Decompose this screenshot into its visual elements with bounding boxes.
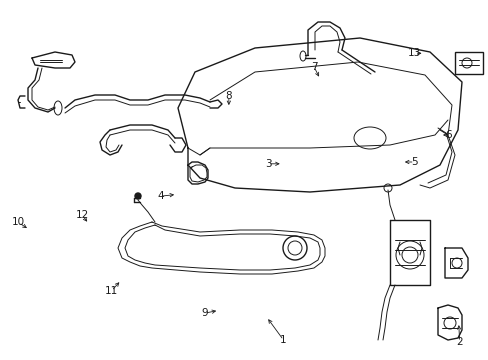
Text: 1: 1 — [280, 335, 286, 345]
Text: 13: 13 — [407, 48, 421, 58]
Circle shape — [135, 193, 141, 199]
Text: 6: 6 — [445, 130, 451, 140]
Bar — [454, 52, 482, 74]
Text: 3: 3 — [264, 159, 271, 169]
Text: 8: 8 — [225, 91, 232, 102]
Text: 11: 11 — [104, 286, 118, 296]
Text: 4: 4 — [157, 191, 163, 201]
Text: 5: 5 — [410, 157, 417, 167]
Text: 10: 10 — [12, 217, 25, 228]
Text: 9: 9 — [201, 308, 207, 318]
Text: 7: 7 — [310, 62, 317, 72]
Text: 2: 2 — [455, 337, 462, 347]
Text: 12: 12 — [75, 210, 89, 220]
